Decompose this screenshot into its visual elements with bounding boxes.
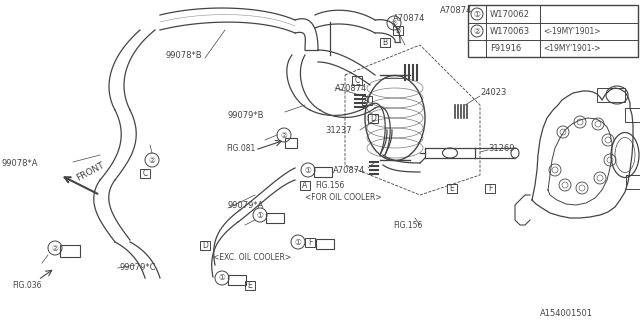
Text: ②: ② <box>390 19 397 28</box>
Text: B: B <box>396 26 401 35</box>
Text: F: F <box>308 237 312 246</box>
Text: A154001501: A154001501 <box>540 308 593 317</box>
Text: 31269: 31269 <box>488 143 515 153</box>
Bar <box>368 114 378 123</box>
Text: FIG.156: FIG.156 <box>315 180 344 189</box>
Text: <FOR OIL COOLER>: <FOR OIL COOLER> <box>305 193 381 202</box>
Bar <box>362 95 372 105</box>
Text: ①: ① <box>294 237 301 246</box>
Bar <box>228 275 246 285</box>
Text: B: B <box>383 37 388 46</box>
Text: A70874: A70874 <box>333 165 365 174</box>
Text: 99079*C: 99079*C <box>120 263 157 273</box>
Text: <19MY'1901->: <19MY'1901-> <box>543 44 600 52</box>
Text: ②: ② <box>474 27 481 36</box>
Text: A70874: A70874 <box>393 13 426 22</box>
Text: E: E <box>248 281 252 290</box>
Bar <box>485 183 495 193</box>
Bar <box>245 281 255 290</box>
Text: W170063: W170063 <box>490 27 530 36</box>
Bar <box>468 5 638 57</box>
Text: D: D <box>202 241 208 250</box>
Text: FIG.081: FIG.081 <box>226 143 255 153</box>
Bar <box>626 175 640 189</box>
Bar <box>140 169 150 178</box>
Bar <box>380 37 390 46</box>
Text: E: E <box>450 183 454 193</box>
Bar <box>314 167 332 177</box>
Text: ①: ① <box>474 10 481 19</box>
Bar <box>266 213 284 223</box>
Text: FRONT: FRONT <box>74 161 106 183</box>
Text: ①: ① <box>219 274 225 283</box>
Bar <box>393 26 403 35</box>
Bar <box>447 183 457 193</box>
Text: ①: ① <box>305 165 312 174</box>
Bar <box>597 88 625 102</box>
Bar <box>300 180 310 189</box>
Text: A: A <box>364 95 370 105</box>
Text: <-19MY'1901>: <-19MY'1901> <box>543 27 600 36</box>
Text: 99079*B: 99079*B <box>228 110 264 119</box>
Text: ②: ② <box>280 131 287 140</box>
Text: F91916: F91916 <box>490 44 521 52</box>
Bar <box>316 239 334 249</box>
Text: 99078*A: 99078*A <box>2 158 38 167</box>
Bar <box>625 108 640 122</box>
Text: C: C <box>355 76 360 84</box>
Text: ①: ① <box>257 211 264 220</box>
Text: F: F <box>488 183 492 193</box>
Bar <box>60 245 80 257</box>
Text: ②: ② <box>148 156 156 164</box>
Text: 24023: 24023 <box>480 87 506 97</box>
Text: ②: ② <box>52 244 58 252</box>
Text: 99079*A: 99079*A <box>228 201 264 210</box>
Text: <EXC. OIL COOLER>: <EXC. OIL COOLER> <box>213 252 291 261</box>
Text: A70874: A70874 <box>440 5 472 14</box>
Text: C: C <box>142 169 148 178</box>
Bar <box>305 237 315 246</box>
Text: 99078*B: 99078*B <box>165 51 202 60</box>
Text: D: D <box>370 114 376 123</box>
Text: FIG.156: FIG.156 <box>393 220 422 229</box>
Bar <box>285 138 297 148</box>
Text: A70874: A70874 <box>335 84 367 92</box>
Text: FIG.036: FIG.036 <box>12 281 42 290</box>
Text: W170062: W170062 <box>490 10 530 19</box>
Bar <box>200 241 210 250</box>
Text: A: A <box>302 180 308 189</box>
Bar <box>352 76 362 84</box>
Text: 31237: 31237 <box>325 125 351 134</box>
